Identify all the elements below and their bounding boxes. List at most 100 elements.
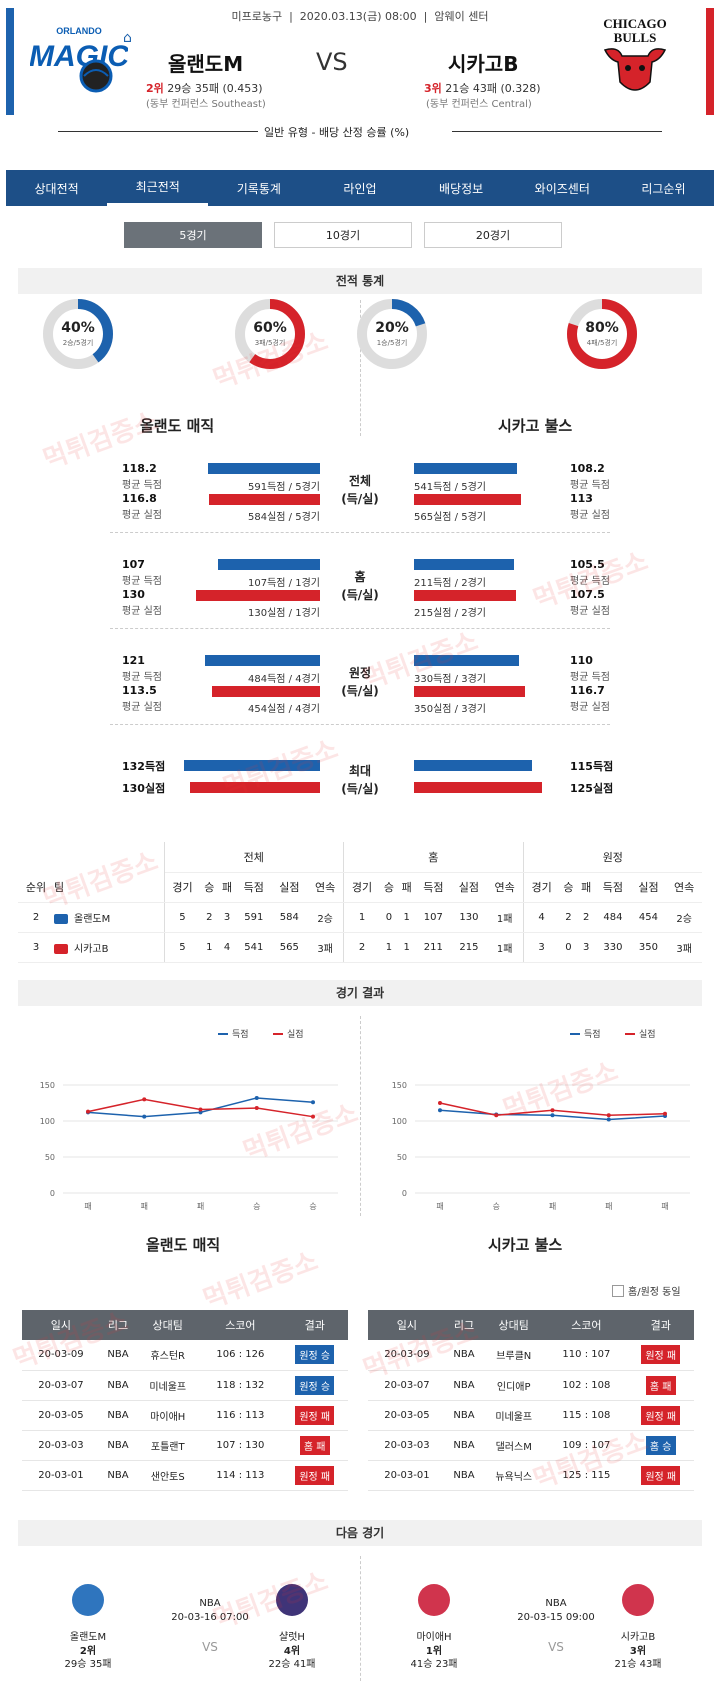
tab-4[interactable]: 배당정보	[439, 181, 484, 196]
result-cell: 114 : 113	[199, 1460, 282, 1491]
orlando-logo: ORLANDO MAGIC	[29, 22, 130, 98]
result-row[interactable]: 20-03-07 NBA 인디애P 102 : 108 홈 패	[368, 1370, 694, 1401]
team-rank: 4위	[283, 1646, 301, 1657]
home-conference: (동부 컨퍼런스 Southeast)	[146, 99, 266, 110]
col-3: 득점	[415, 872, 452, 903]
data-point	[142, 1114, 147, 1119]
result-cell: 홈 패	[281, 1430, 348, 1461]
table-row[interactable]: 2 올랜도M 5 2 3 591 584 2승 1 0 1 107 130 1패 4 2 2 484 454 2승	[18, 902, 702, 933]
cell: 1	[380, 932, 398, 963]
result-row[interactable]: 20-03-03 NBA 댈러스M 109 : 107 홈 승	[368, 1430, 694, 1461]
standings-grid: 전체 홈 원정 순위 팀 경기 승 패 득점 실점 연속 경기 승 패 득점 실점 연속 경기 승 패 득점 실점 연속 2 올…	[18, 842, 702, 963]
cell: 1패	[486, 902, 524, 933]
team-name: 샬럿H	[279, 1632, 305, 1643]
cell: 541	[236, 932, 272, 963]
section-title-stats: 전적 통계	[18, 268, 702, 294]
result-cell: NBA	[445, 1430, 483, 1461]
filter-2[interactable]: 20경기	[424, 222, 562, 248]
col-2: 패	[397, 872, 416, 903]
result-cell: 뉴욕닉스	[482, 1460, 546, 1491]
result-row[interactable]: 20-03-01 NBA 샌안토S 114 : 113 원정 패	[22, 1460, 348, 1491]
donut-3: 80% 4패/5경기	[566, 298, 638, 370]
result-cell: NBA	[445, 1460, 483, 1491]
label: 평균 실점	[122, 510, 162, 521]
col-5: 연속	[486, 872, 524, 903]
col-1: 승	[380, 872, 398, 903]
label: 평균 실점	[122, 702, 162, 713]
away-max-scored: 115득점	[570, 760, 614, 773]
team-record: 21승 43패	[614, 1659, 662, 1670]
cell: 5	[164, 932, 201, 963]
max-label: 최대 (득/실)	[330, 762, 390, 798]
group-header: 홈	[343, 842, 524, 873]
center-divider	[360, 1016, 361, 1216]
result-header: 리그	[99, 1310, 137, 1340]
result-cell: NBA	[445, 1340, 483, 1371]
away-max-conceded-bar	[414, 782, 542, 793]
home-max-scored-bar	[184, 760, 320, 771]
x-tick-label: 패	[84, 1201, 91, 1211]
tab-6[interactable]: 리그순위	[641, 181, 686, 196]
filter-0[interactable]: 5경기	[124, 222, 262, 248]
result-row[interactable]: 20-03-09 NBA 휴스턴R 106 : 126 원정 승	[22, 1340, 348, 1371]
cell: 1	[200, 932, 219, 963]
team-name: 마이애H	[416, 1632, 452, 1643]
away-conceded-bar	[414, 686, 525, 697]
home-team-name: 올랜도M	[168, 52, 244, 76]
away-avg-scored: 110	[570, 654, 593, 667]
result-row[interactable]: 20-03-03 NBA 포틀랜T 107 : 130 홈 패	[22, 1430, 348, 1461]
result-row[interactable]: 20-03-07 NBA 미네울프 118 : 132 원정 승	[22, 1370, 348, 1401]
cell: 130	[451, 902, 487, 933]
table-row[interactable]: 3 시카고B 5 1 4 541 565 3패 2 1 1 211 215 1패 3 0 3 330 350 3패	[18, 932, 702, 963]
group-label: 홈 (득/실)	[330, 568, 390, 604]
label: 평균 득점	[570, 672, 610, 683]
result-row[interactable]: 20-03-05 NBA 미네울프 115 : 108 원정 패	[368, 1400, 694, 1431]
cell: 5	[164, 902, 201, 933]
tab-1[interactable]: 최근전적	[107, 170, 209, 206]
result-row[interactable]: 20-03-09 NBA 브루클N 110 : 107 원정 패	[368, 1340, 694, 1371]
donut-1: 60% 3패/5경기	[234, 298, 306, 370]
tab-3[interactable]: 라인업	[343, 181, 377, 196]
standings-table: 전체 홈 원정 순위 팀 경기 승 패 득점 실점 연속 경기 승 패 득점 실점 연속 경기 승 패 득점 실점 연속 2 올…	[18, 842, 702, 963]
col-4: 실점	[271, 872, 308, 903]
tab-0[interactable]: 상대전적	[34, 181, 79, 196]
x-tick-label: 패	[436, 1201, 443, 1211]
label: 평균 실점	[570, 606, 610, 617]
filter-1[interactable]: 10경기	[274, 222, 412, 248]
home-scored-label: 484득점 / 4경기	[248, 674, 320, 685]
cell: 454	[630, 902, 667, 933]
result-cell: 샌안토S	[136, 1460, 200, 1491]
result-row[interactable]: 20-03-01 NBA 뉴욕닉스 125 : 115 원정 패	[368, 1460, 694, 1491]
cell: 211	[415, 932, 452, 963]
result-header: 스코어	[545, 1310, 628, 1340]
result-cell: 미네울프	[482, 1400, 546, 1431]
donut-pct: 40%	[61, 320, 95, 336]
x-tick-label: 승	[309, 1202, 316, 1211]
result-cell: 116 : 113	[199, 1400, 282, 1431]
same-venue-toggle[interactable]: 홈/원정 동일	[612, 1283, 681, 1298]
home-conceded-label: 454실점 / 4경기	[248, 704, 320, 715]
result-cell: 110 : 107	[545, 1340, 628, 1371]
away-avg-scored: 108.2	[570, 462, 605, 475]
odds-subtitle: 일반 유형 - 배당 산정 승률 (%)	[264, 126, 410, 139]
cell: 1패	[486, 932, 524, 963]
result-cell: 118 : 132	[199, 1370, 282, 1401]
next-datetime: 20-03-16 07:00	[171, 1612, 249, 1623]
cell: 565	[271, 932, 308, 963]
separator	[110, 724, 610, 725]
checkbox[interactable]	[612, 1284, 624, 1297]
donut-pct: 20%	[375, 320, 409, 336]
tab-5[interactable]: 와이즈센터	[534, 181, 590, 196]
cell: 3	[218, 902, 236, 933]
result-cell: 20-03-07	[22, 1370, 100, 1401]
away-scored-label: 211득점 / 2경기	[414, 578, 486, 589]
y-tick-label: 150	[40, 1081, 55, 1090]
group-name: 홈	[354, 570, 366, 584]
label: 평균 실점	[122, 606, 162, 617]
result-row[interactable]: 20-03-05 NBA 마이애H 116 : 113 원정 패	[22, 1400, 348, 1431]
home-scored-bar	[205, 655, 320, 666]
away-conceded-bar	[414, 590, 516, 601]
label: 평균 득점	[122, 672, 162, 683]
tab-2[interactable]: 기록통계	[236, 181, 281, 196]
home-icon[interactable]: ⌂	[123, 30, 132, 46]
